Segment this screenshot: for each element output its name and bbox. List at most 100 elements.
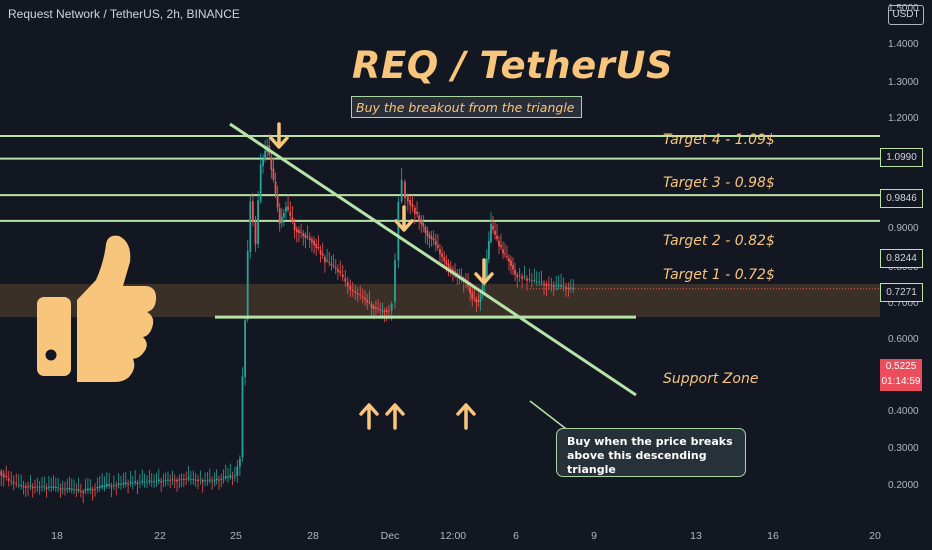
candle bbox=[249, 194, 252, 259]
candle bbox=[199, 470, 202, 485]
candle bbox=[167, 471, 169, 486]
candle bbox=[492, 216, 494, 234]
candle bbox=[254, 215, 257, 252]
candle bbox=[180, 473, 183, 487]
candle bbox=[211, 476, 214, 490]
candle bbox=[22, 480, 25, 495]
target-4-price-badge: 1.0990 bbox=[880, 148, 923, 167]
candle bbox=[289, 201, 292, 220]
x-tick: 28 bbox=[307, 530, 319, 542]
candle bbox=[326, 248, 328, 263]
candle bbox=[552, 281, 555, 296]
y-tick: 1.4000 bbox=[888, 39, 919, 50]
candle bbox=[485, 249, 488, 283]
y-tick: 1.2000 bbox=[888, 113, 919, 124]
candle bbox=[129, 471, 132, 487]
candle bbox=[530, 272, 533, 288]
candle bbox=[516, 272, 519, 288]
candle bbox=[424, 224, 427, 244]
candle bbox=[20, 474, 23, 490]
candle bbox=[354, 284, 357, 300]
y-tick: 0.2000 bbox=[888, 480, 919, 491]
candle bbox=[274, 172, 277, 199]
target-3-label: Target 3 - 0.98$ bbox=[663, 175, 775, 191]
candle bbox=[291, 206, 294, 224]
candle bbox=[218, 475, 220, 490]
candle bbox=[341, 264, 344, 282]
y-tick: 1.5000 bbox=[888, 3, 919, 14]
candle bbox=[447, 258, 450, 277]
candle bbox=[351, 282, 354, 297]
arrow-up-icon bbox=[385, 403, 405, 430]
candle bbox=[162, 473, 165, 488]
y-tick: 0.3000 bbox=[888, 443, 919, 454]
target-4-label: Target 4 - 1.09$ bbox=[663, 132, 775, 148]
candle bbox=[54, 477, 57, 493]
candle bbox=[526, 275, 528, 291]
candle bbox=[79, 483, 82, 498]
candle bbox=[512, 257, 514, 276]
candle bbox=[487, 231, 490, 264]
candle bbox=[213, 472, 216, 487]
candle bbox=[141, 469, 144, 486]
candle bbox=[366, 293, 369, 310]
candle bbox=[510, 255, 512, 275]
candle bbox=[77, 477, 80, 494]
candle bbox=[430, 230, 433, 247]
candle bbox=[222, 469, 225, 484]
candle bbox=[557, 275, 560, 290]
candle bbox=[528, 268, 531, 283]
candle bbox=[295, 226, 298, 243]
candle bbox=[259, 153, 262, 205]
annotation-subtitle: Buy the breakout from the triangle bbox=[351, 96, 582, 118]
candle bbox=[153, 474, 155, 488]
candle bbox=[548, 276, 550, 290]
x-tick: 6 bbox=[513, 530, 519, 542]
candle bbox=[48, 475, 50, 491]
candle bbox=[560, 273, 562, 290]
arrow-up-icon bbox=[359, 403, 379, 430]
arrow-down-icon bbox=[394, 205, 414, 232]
candle bbox=[101, 473, 103, 490]
candle bbox=[12, 475, 15, 491]
candle bbox=[432, 230, 435, 246]
candle bbox=[473, 287, 476, 302]
symbol-title: Request Network / TetherUS, 2h, BINANCE bbox=[8, 7, 240, 21]
candle bbox=[441, 246, 443, 263]
target-1-label: Target 1 - 0.72$ bbox=[663, 267, 775, 283]
candle bbox=[535, 271, 538, 286]
candle bbox=[113, 475, 115, 491]
candle bbox=[262, 154, 264, 174]
candle bbox=[160, 477, 163, 492]
x-tick: 18 bbox=[51, 530, 63, 542]
candle bbox=[264, 140, 267, 163]
y-tick: 0.9000 bbox=[888, 223, 919, 234]
x-tick: 25 bbox=[230, 530, 242, 542]
candle bbox=[538, 271, 541, 287]
target-1-price-badge: 0.7271 bbox=[880, 283, 923, 302]
candle bbox=[139, 474, 141, 489]
candle bbox=[24, 482, 27, 498]
candle bbox=[496, 224, 498, 242]
current-price-badge: 0.5225 01:14:59 bbox=[880, 359, 922, 391]
candle bbox=[545, 280, 548, 296]
candle bbox=[504, 243, 506, 258]
candle bbox=[332, 254, 335, 269]
candle bbox=[426, 226, 429, 245]
candle bbox=[120, 475, 122, 490]
candle bbox=[471, 287, 474, 307]
candle bbox=[36, 477, 39, 492]
currency-selector[interactable]: USDT bbox=[888, 5, 924, 25]
candle bbox=[146, 474, 148, 489]
candle bbox=[394, 253, 396, 309]
candle bbox=[64, 481, 66, 496]
candle bbox=[521, 273, 523, 289]
candle bbox=[494, 221, 496, 240]
candle bbox=[315, 238, 318, 256]
candle bbox=[285, 201, 287, 220]
candle bbox=[96, 477, 99, 493]
candle bbox=[385, 307, 388, 322]
candle bbox=[68, 476, 71, 493]
candle bbox=[0, 469, 3, 487]
